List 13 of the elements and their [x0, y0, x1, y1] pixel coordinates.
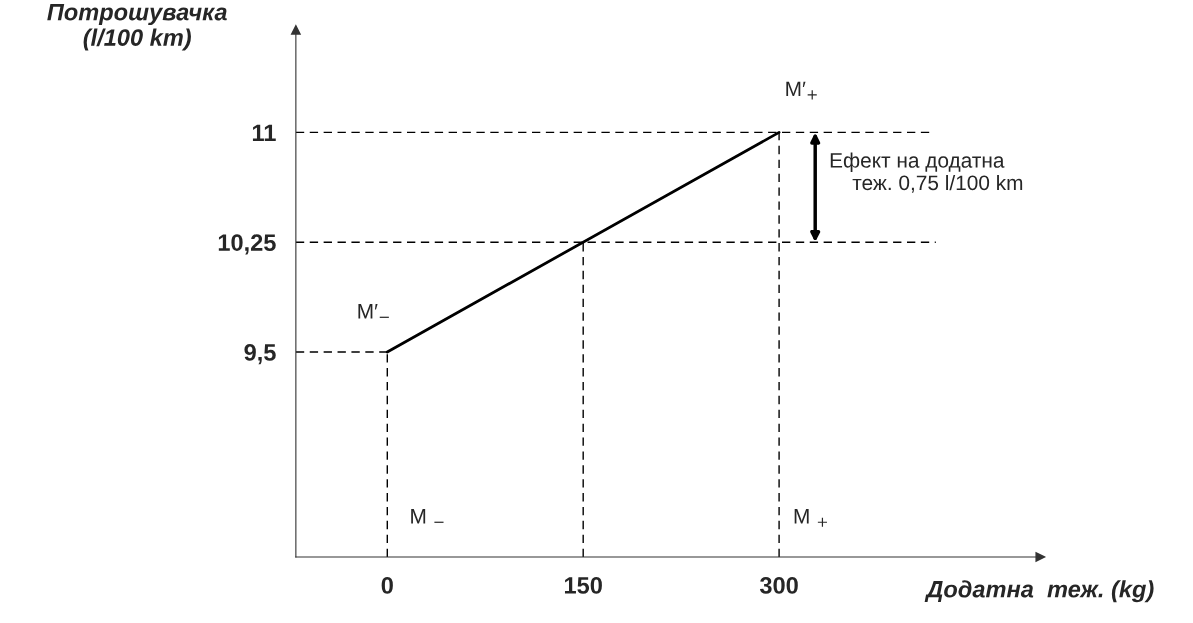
y-axis-title: Потрошувачка (l/100 km)	[47, 3, 227, 51]
y-tick-label: 10,25	[218, 234, 276, 255]
annotation: Ефект на додатна теж. 0,75 l/100 km	[830, 152, 1023, 193]
annotation: M′$_{−}$	[358, 304, 389, 319]
annotation: M $_{+}$	[794, 509, 827, 527]
x-tick-label: 0	[381, 577, 393, 594]
y-tick-label: 11	[252, 124, 276, 141]
annotation: M′$_{+}$	[786, 81, 817, 100]
x-tick-label: 300	[759, 577, 798, 594]
x-tick-label: 150	[564, 577, 602, 594]
x-axis-title: Додатна теж. (kg)	[924, 580, 1154, 603]
y-tick-label: 9,5	[244, 344, 276, 365]
annotation: M $_{−}$	[411, 509, 444, 524]
